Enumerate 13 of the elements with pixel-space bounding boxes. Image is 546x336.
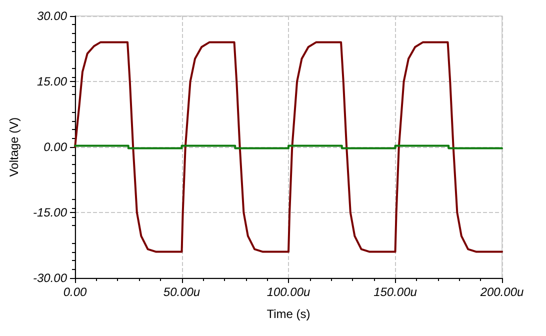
y-axis-title: Voltage (V) (7, 117, 21, 177)
x-tick-label: 0.00 (63, 285, 87, 299)
y-tick-label: 30.00 (36, 9, 68, 23)
x-tick-label: 150.00u (374, 285, 418, 299)
y-tick-label: -30.00 (32, 271, 68, 285)
line-series (74, 41, 503, 253)
y-tick-label: 15.00 (36, 74, 68, 88)
x-tick-label: 50.00u (163, 285, 200, 299)
x-axis-title: Time (s) (266, 307, 310, 321)
y-tick-label: 0.00 (44, 140, 68, 154)
x-tick-label: 200.00u (479, 285, 524, 299)
x-tick-label: 100.00u (266, 285, 311, 299)
y-tick-label: -15.00 (32, 206, 68, 220)
